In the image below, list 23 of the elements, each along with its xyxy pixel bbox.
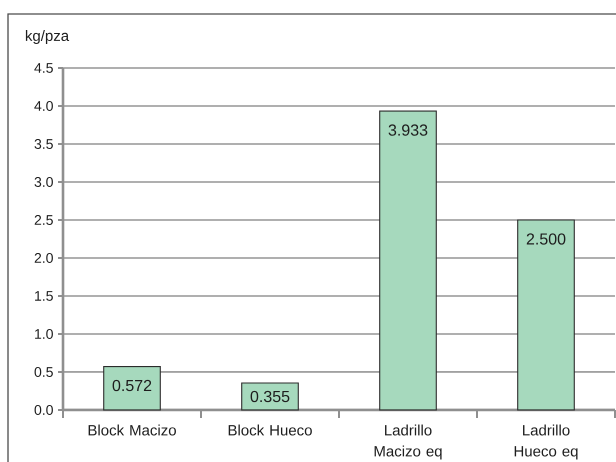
x-tick-label: Ladrillo Macizo eq <box>374 424 442 460</box>
data-label: 2.500 <box>526 233 566 245</box>
y-tick-label: 3.5 <box>34 139 53 149</box>
data-label: 0.572 <box>112 380 152 392</box>
y-tick-label: 1.5 <box>35 291 53 301</box>
y-tick-label: 3.0 <box>34 177 53 187</box>
y-axis-title: kg/pza <box>26 30 70 44</box>
y-tick-label: 0.0 <box>34 405 53 415</box>
y-tick-label: 2.0 <box>34 253 53 263</box>
y-tick-label: 4.0 <box>34 101 53 111</box>
bar <box>379 110 437 411</box>
y-tick-label: 2.5 <box>34 215 53 225</box>
bar <box>241 382 299 411</box>
y-tick-label: 0.5 <box>34 367 53 377</box>
y-tick-label: 4.5 <box>34 63 53 73</box>
data-label: 0.355 <box>250 390 290 402</box>
x-tick-label: Block Hueco <box>228 424 312 436</box>
bar <box>103 366 161 411</box>
bar <box>517 219 575 411</box>
y-tick-label: 1.0 <box>35 329 53 339</box>
x-tick-label: Block Macizo <box>88 424 176 436</box>
x-tick-label: Ladrillo Hueco eq <box>514 424 578 460</box>
data-label: 3.933 <box>388 124 428 136</box>
